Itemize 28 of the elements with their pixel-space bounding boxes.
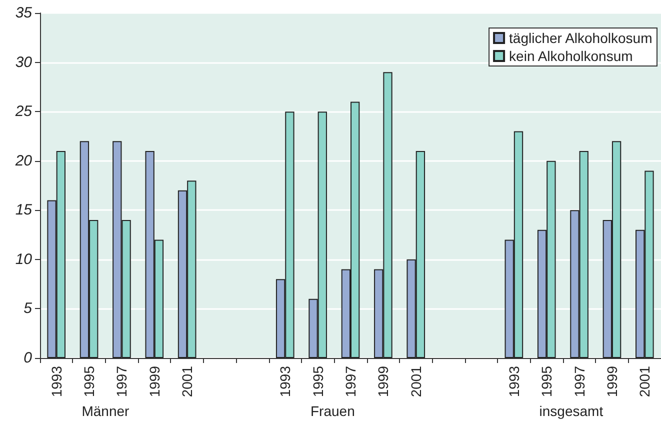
x-tick-label: 1997 [114,366,130,398]
y-tick-label: 20 [14,152,33,170]
x-tick-label: 1995 [81,366,98,398]
legend-label: kein Alkoholkonsum [509,48,633,64]
text: Frauen [310,403,355,419]
y-tick-label: 0 [24,350,33,366]
y-tick-label: 10 [15,250,33,268]
y-tick-label: 5 [24,300,33,318]
text: Männer [82,403,130,419]
x-tick-label: 2001 [636,366,653,398]
y-tick-label: 35 [15,4,33,22]
legend-label: täglicher Alkoholkosum [509,30,652,46]
text: insgesamt [539,403,604,419]
x-tick-label: 1993 [506,366,522,398]
x-tick-label: 1999 [146,366,162,398]
x-tick-label: 1993 [277,366,294,398]
x-tick-label: 1999 [604,366,620,398]
x-tick-label: 1993 [48,366,64,398]
x-tick-label: 1997 [342,366,358,398]
y-tick-label: 25 [14,103,33,120]
y-tick-label: 30 [15,54,33,71]
x-tick-label: 2001 [408,366,424,398]
x-tick-label: 1997 [571,366,588,398]
x-tick-label: 1995 [538,366,555,398]
y-tick-label: 15 [15,202,33,219]
x-tick-label: 2001 [179,366,196,398]
x-tick-label: 1995 [310,366,326,398]
x-tick-label: 1999 [375,366,392,398]
